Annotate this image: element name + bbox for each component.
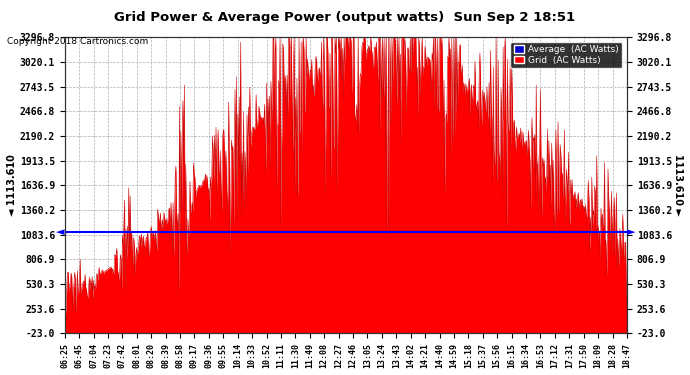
- Text: Copyright 2018 Cartronics.com: Copyright 2018 Cartronics.com: [7, 38, 148, 46]
- Text: ◄: ◄: [56, 227, 65, 237]
- Legend: Average  (AC Watts), Grid  (AC Watts): Average (AC Watts), Grid (AC Watts): [510, 42, 622, 68]
- Y-axis label: ◄ 1113.610: ◄ 1113.610: [7, 154, 17, 216]
- Y-axis label: 1113.610 ►: 1113.610 ►: [673, 154, 683, 216]
- Text: ►: ►: [627, 227, 635, 237]
- Text: Grid Power & Average Power (output watts)  Sun Sep 2 18:51: Grid Power & Average Power (output watts…: [115, 11, 575, 24]
